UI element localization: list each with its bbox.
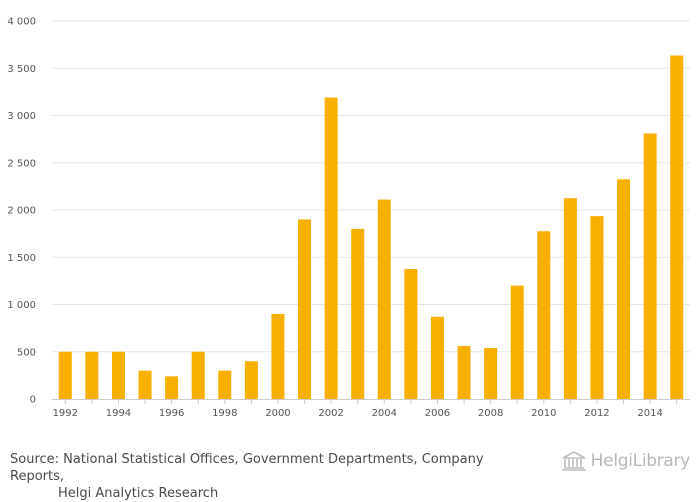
x-tick-label: 2008: [478, 408, 503, 419]
library-building-icon: [561, 451, 586, 471]
x-tick-label: 2014: [637, 408, 662, 419]
bar-2012: [590, 216, 604, 399]
y-tick-label: 2 500: [7, 158, 36, 169]
bar-1998: [218, 370, 232, 399]
bar-2015: [670, 55, 684, 400]
bar-2000: [271, 313, 285, 399]
bar-2010: [537, 231, 551, 399]
bars: [58, 55, 684, 400]
y-tick-label: 3 500: [7, 64, 36, 75]
source-line-1: Source: National Statistical Offices, Go…: [10, 452, 484, 484]
y-tick-label: 3 000: [7, 111, 36, 122]
bar-2011: [563, 198, 577, 399]
bar-2005: [404, 269, 418, 399]
bar-1993: [85, 351, 99, 399]
y-tick-label: 0: [30, 395, 36, 406]
bar-2002: [324, 97, 338, 400]
helgi-library-logo: HelgiLibrary: [561, 451, 690, 471]
x-tick-label: 1998: [212, 408, 237, 419]
x-tick-label: 2004: [372, 408, 397, 419]
bar-1999: [244, 361, 258, 399]
y-tick-label: 500: [17, 347, 36, 358]
x-tick-label: 2010: [531, 408, 556, 419]
x-axis-ticks: 1992 1994 1996 1998 2000 2002 2004 2006 2008 2010…: [53, 399, 678, 419]
y-tick-label: 4 000: [7, 17, 36, 28]
y-tick-label: 1 500: [7, 253, 36, 264]
bar-1994: [111, 351, 125, 399]
logo-text: HelgiLibrary: [590, 451, 691, 471]
bar-1997: [191, 351, 205, 399]
y-tick-label: 2 000: [7, 206, 36, 217]
bar-2007: [457, 346, 471, 399]
y-axis-ticks: 0 500 1 000 1 500 2 000 2 500 3 000 3 500 4 000: [7, 17, 36, 406]
bar-1996: [165, 376, 179, 399]
bar-2003: [351, 228, 365, 399]
grid-lines: [52, 20, 690, 353]
bar-2006: [430, 316, 444, 399]
bar-1992: [58, 351, 72, 399]
x-tick-label: 1996: [159, 408, 184, 419]
source-line-2: Helgi Analytics Research: [58, 486, 219, 501]
x-tick-label: 2012: [584, 408, 609, 419]
bar-2004: [377, 199, 391, 399]
bar-2013: [617, 179, 631, 399]
x-tick-label: 2000: [265, 408, 290, 419]
y-tick-label: 1 000: [7, 300, 36, 311]
x-tick-label: 1992: [53, 408, 78, 419]
bar-1995: [138, 370, 152, 399]
x-tick-label: 1994: [106, 408, 131, 419]
bar-2009: [510, 285, 524, 399]
source-note: Source: National Statistical Offices, Go…: [10, 451, 540, 502]
bar-2001: [298, 219, 312, 399]
x-tick-label: 2002: [318, 408, 343, 419]
x-tick-label: 2006: [425, 408, 450, 419]
bar-2008: [484, 347, 498, 399]
bar-2014: [643, 133, 657, 399]
